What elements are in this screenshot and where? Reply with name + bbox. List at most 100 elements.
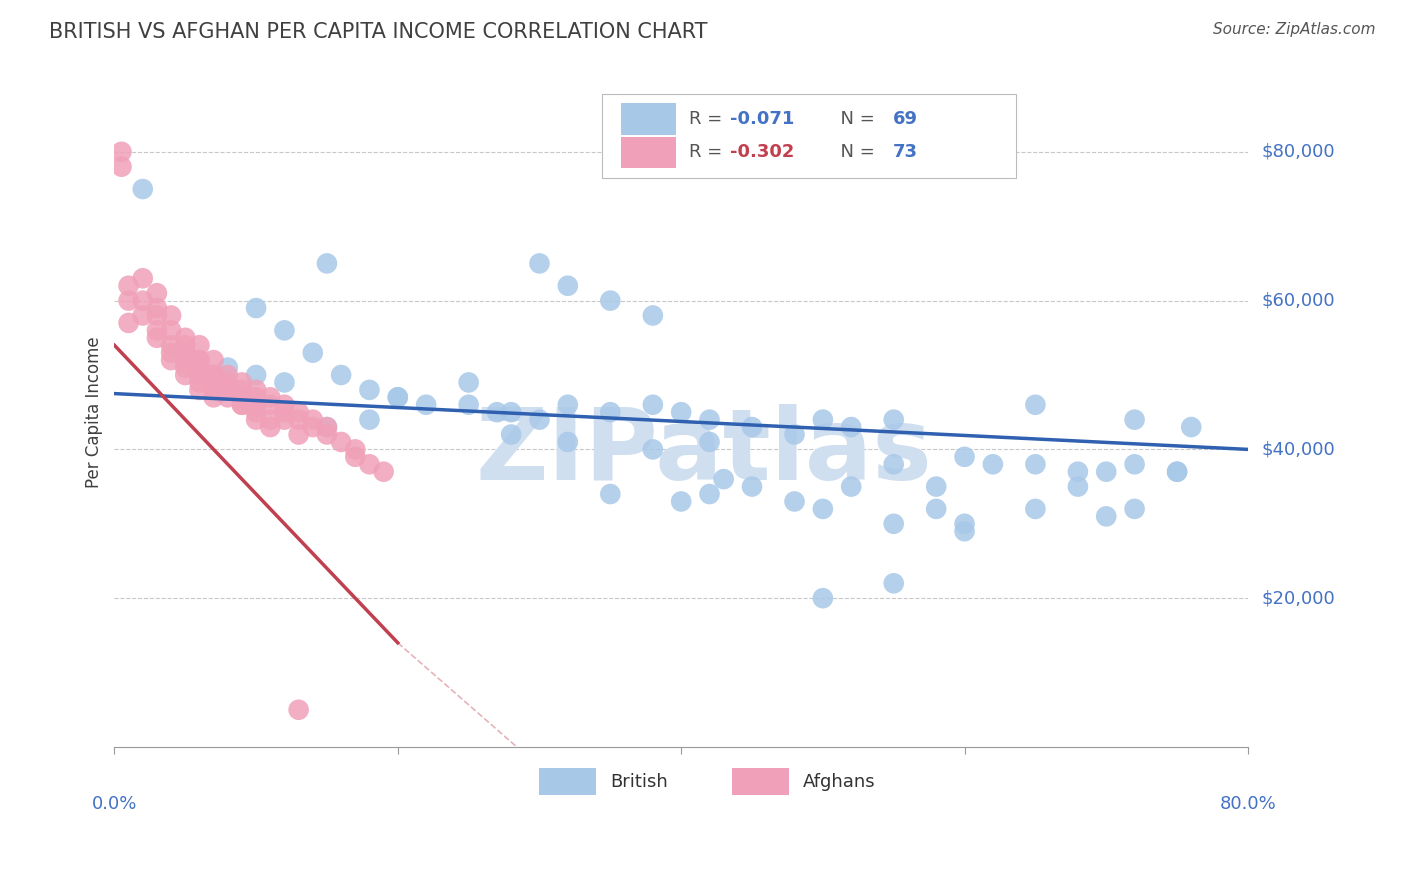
Point <box>344 442 367 457</box>
Point <box>953 516 976 531</box>
Point <box>1166 465 1188 479</box>
Point <box>811 502 834 516</box>
Point <box>231 376 253 390</box>
Point <box>457 376 479 390</box>
Point <box>359 412 381 426</box>
Point <box>110 145 132 159</box>
Point <box>110 160 132 174</box>
Point <box>557 398 579 412</box>
Point <box>669 494 692 508</box>
Point <box>146 323 169 337</box>
Point <box>953 450 976 464</box>
Point <box>259 390 281 404</box>
Point <box>741 480 763 494</box>
Point <box>245 383 267 397</box>
Text: -0.302: -0.302 <box>730 144 794 161</box>
Point <box>174 368 197 382</box>
Point <box>217 360 239 375</box>
Point <box>783 427 806 442</box>
Text: ZIPatlas: ZIPatlas <box>475 404 932 501</box>
Point <box>146 286 169 301</box>
Text: British: British <box>610 772 668 791</box>
Point <box>599 293 621 308</box>
Point <box>783 494 806 508</box>
Point <box>373 465 395 479</box>
Text: $20,000: $20,000 <box>1261 590 1336 607</box>
Point <box>146 301 169 315</box>
Point <box>202 368 225 382</box>
Point <box>839 480 862 494</box>
Point <box>1123 457 1146 471</box>
FancyBboxPatch shape <box>602 95 1015 178</box>
Point <box>188 338 211 352</box>
Point <box>316 256 339 270</box>
Point <box>188 376 211 390</box>
Point <box>1123 502 1146 516</box>
Point <box>501 405 523 419</box>
Text: R =: R = <box>689 144 728 161</box>
Point <box>132 309 155 323</box>
Point <box>1067 480 1090 494</box>
Point <box>188 360 211 375</box>
Text: $40,000: $40,000 <box>1261 441 1336 458</box>
Point <box>117 316 139 330</box>
Point <box>132 182 155 196</box>
Point <box>146 309 169 323</box>
Point <box>1024 398 1046 412</box>
Point <box>330 368 353 382</box>
Point <box>202 368 225 382</box>
Point <box>245 412 267 426</box>
Point <box>202 376 225 390</box>
Point <box>529 412 551 426</box>
Point <box>160 323 183 337</box>
Point <box>1024 502 1046 516</box>
Point <box>599 487 621 501</box>
Point <box>217 376 239 390</box>
Point <box>231 390 253 404</box>
Point <box>273 412 295 426</box>
Point <box>485 405 508 419</box>
Point <box>146 331 169 345</box>
Point <box>699 434 721 449</box>
Point <box>174 345 197 359</box>
Text: Afghans: Afghans <box>803 772 875 791</box>
FancyBboxPatch shape <box>621 136 675 169</box>
Point <box>839 420 862 434</box>
Point <box>259 398 281 412</box>
Point <box>160 345 183 359</box>
Text: $80,000: $80,000 <box>1261 143 1336 161</box>
Point <box>231 398 253 412</box>
Point <box>599 405 621 419</box>
Point <box>132 293 155 308</box>
Point <box>273 398 295 412</box>
Point <box>1095 465 1118 479</box>
Point <box>160 309 183 323</box>
Point <box>359 383 381 397</box>
Point <box>1095 509 1118 524</box>
Point <box>699 412 721 426</box>
Point <box>132 271 155 285</box>
Point <box>883 412 905 426</box>
Point <box>259 412 281 426</box>
Point <box>501 427 523 442</box>
Point <box>273 323 295 337</box>
Point <box>202 383 225 397</box>
Point <box>415 398 437 412</box>
Point <box>174 360 197 375</box>
Point <box>287 405 309 419</box>
Point <box>188 353 211 368</box>
Point <box>287 427 309 442</box>
FancyBboxPatch shape <box>733 768 789 795</box>
Point <box>231 383 253 397</box>
Y-axis label: Per Capita Income: Per Capita Income <box>86 336 103 488</box>
Point <box>174 353 197 368</box>
Point <box>160 338 183 352</box>
Point <box>641 309 664 323</box>
Point <box>953 524 976 539</box>
Point <box>316 420 339 434</box>
Point <box>1166 465 1188 479</box>
Text: -0.071: -0.071 <box>730 110 794 128</box>
Point <box>117 278 139 293</box>
Point <box>174 338 197 352</box>
Point <box>273 405 295 419</box>
